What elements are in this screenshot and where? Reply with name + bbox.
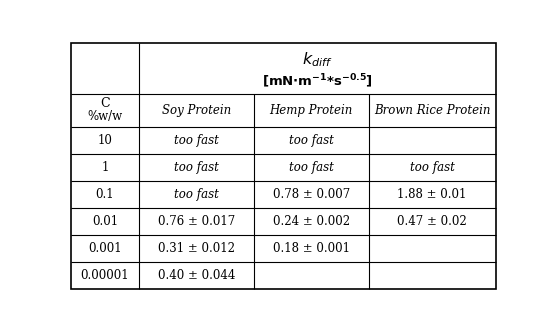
Text: 0.01: 0.01	[92, 215, 118, 228]
Text: too fast: too fast	[410, 161, 455, 174]
Text: too fast: too fast	[289, 161, 333, 174]
Text: Brown Rice Protein: Brown Rice Protein	[374, 104, 491, 117]
Text: 0.24 ± 0.002: 0.24 ± 0.002	[273, 215, 350, 228]
Text: too fast: too fast	[289, 134, 333, 147]
Text: 0.00001: 0.00001	[81, 269, 129, 282]
Text: $\mathbf{[mN{\cdot}m^{-1}{*}s^{-0.5}]}$: $\mathbf{[mN{\cdot}m^{-1}{*}s^{-0.5}]}$	[262, 72, 373, 90]
Text: too fast: too fast	[174, 188, 218, 201]
Text: 0.18 ± 0.001: 0.18 ± 0.001	[273, 242, 349, 255]
Text: $\mathbf{\mathit{k}}_{diff}$: $\mathbf{\mathit{k}}_{diff}$	[302, 51, 332, 69]
Text: 0.47 ± 0.02: 0.47 ± 0.02	[397, 215, 467, 228]
Text: 0.31 ± 0.012: 0.31 ± 0.012	[158, 242, 235, 255]
Text: Hemp Protein: Hemp Protein	[269, 104, 353, 117]
Text: 0.40 ± 0.044: 0.40 ± 0.044	[158, 269, 235, 282]
Text: Soy Protein: Soy Protein	[161, 104, 231, 117]
Text: 1: 1	[101, 161, 109, 174]
Text: too fast: too fast	[174, 161, 218, 174]
Text: 0.76 ± 0.017: 0.76 ± 0.017	[158, 215, 235, 228]
Text: 1.88 ± 0.01: 1.88 ± 0.01	[398, 188, 467, 201]
Text: 0.78 ± 0.007: 0.78 ± 0.007	[273, 188, 350, 201]
Text: 10: 10	[97, 134, 112, 147]
Text: C: C	[100, 97, 110, 110]
Text: 0.1: 0.1	[96, 188, 114, 201]
Text: too fast: too fast	[174, 134, 218, 147]
Text: 0.001: 0.001	[88, 242, 122, 255]
Text: %w/w: %w/w	[87, 110, 123, 123]
